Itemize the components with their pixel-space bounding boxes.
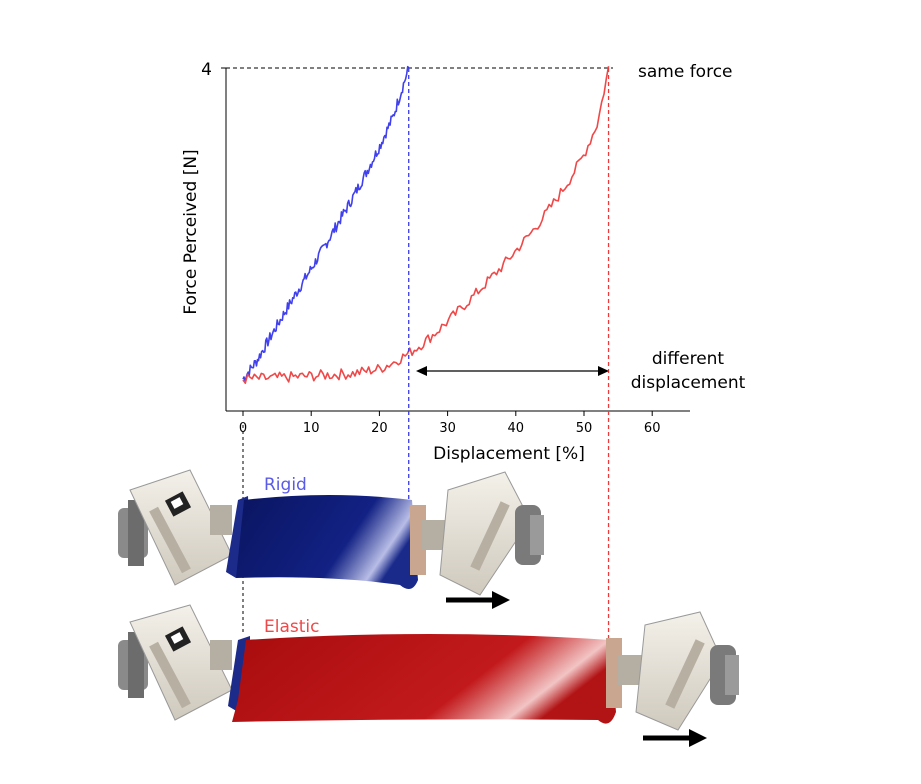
right-gripper-device-elastic [606, 611, 739, 731]
elastic-label: Elastic [264, 617, 319, 637]
left-gripper-device-rigid [118, 469, 233, 586]
x-axis-label: Displacement [%] [433, 444, 585, 464]
rigid-pull-arrow [446, 591, 510, 609]
x-tick-label-40: 40 [508, 421, 525, 436]
data-series [242, 65, 610, 385]
x-tick-label-20: 20 [371, 421, 388, 436]
elastic-pull-arrow [643, 729, 707, 747]
x-tick-label-60: 60 [644, 421, 661, 436]
same-force-label: same force [638, 62, 733, 82]
rigid-label: Rigid [264, 475, 307, 495]
series-line-rigid [242, 65, 410, 382]
series-line-elastic [242, 66, 610, 385]
y-tick-label-4: 4 [201, 60, 212, 80]
plot-axes [221, 67, 690, 412]
different-displacement-arrow [416, 366, 609, 376]
x-tick-label-0: 0 [239, 421, 247, 436]
x-ticks: 0 10 20 30 40 50 60 [239, 411, 661, 436]
right-gripper-device-rigid [410, 471, 544, 596]
left-gripper-device-elastic [118, 604, 233, 721]
x-tick-label-10: 10 [303, 421, 320, 436]
x-tick-label-30: 30 [439, 421, 456, 436]
different-label: different [652, 349, 725, 369]
elastic-fabric [232, 634, 616, 724]
rigid-setup-illustration: Rigid [118, 469, 544, 609]
y-axis-label: Force Perceived [N] [181, 149, 201, 314]
rigid-fabric [236, 495, 418, 589]
elastic-setup-illustration: Elastic [118, 604, 739, 747]
displacement-label: displacement [631, 373, 746, 393]
x-tick-label-50: 50 [576, 421, 593, 436]
